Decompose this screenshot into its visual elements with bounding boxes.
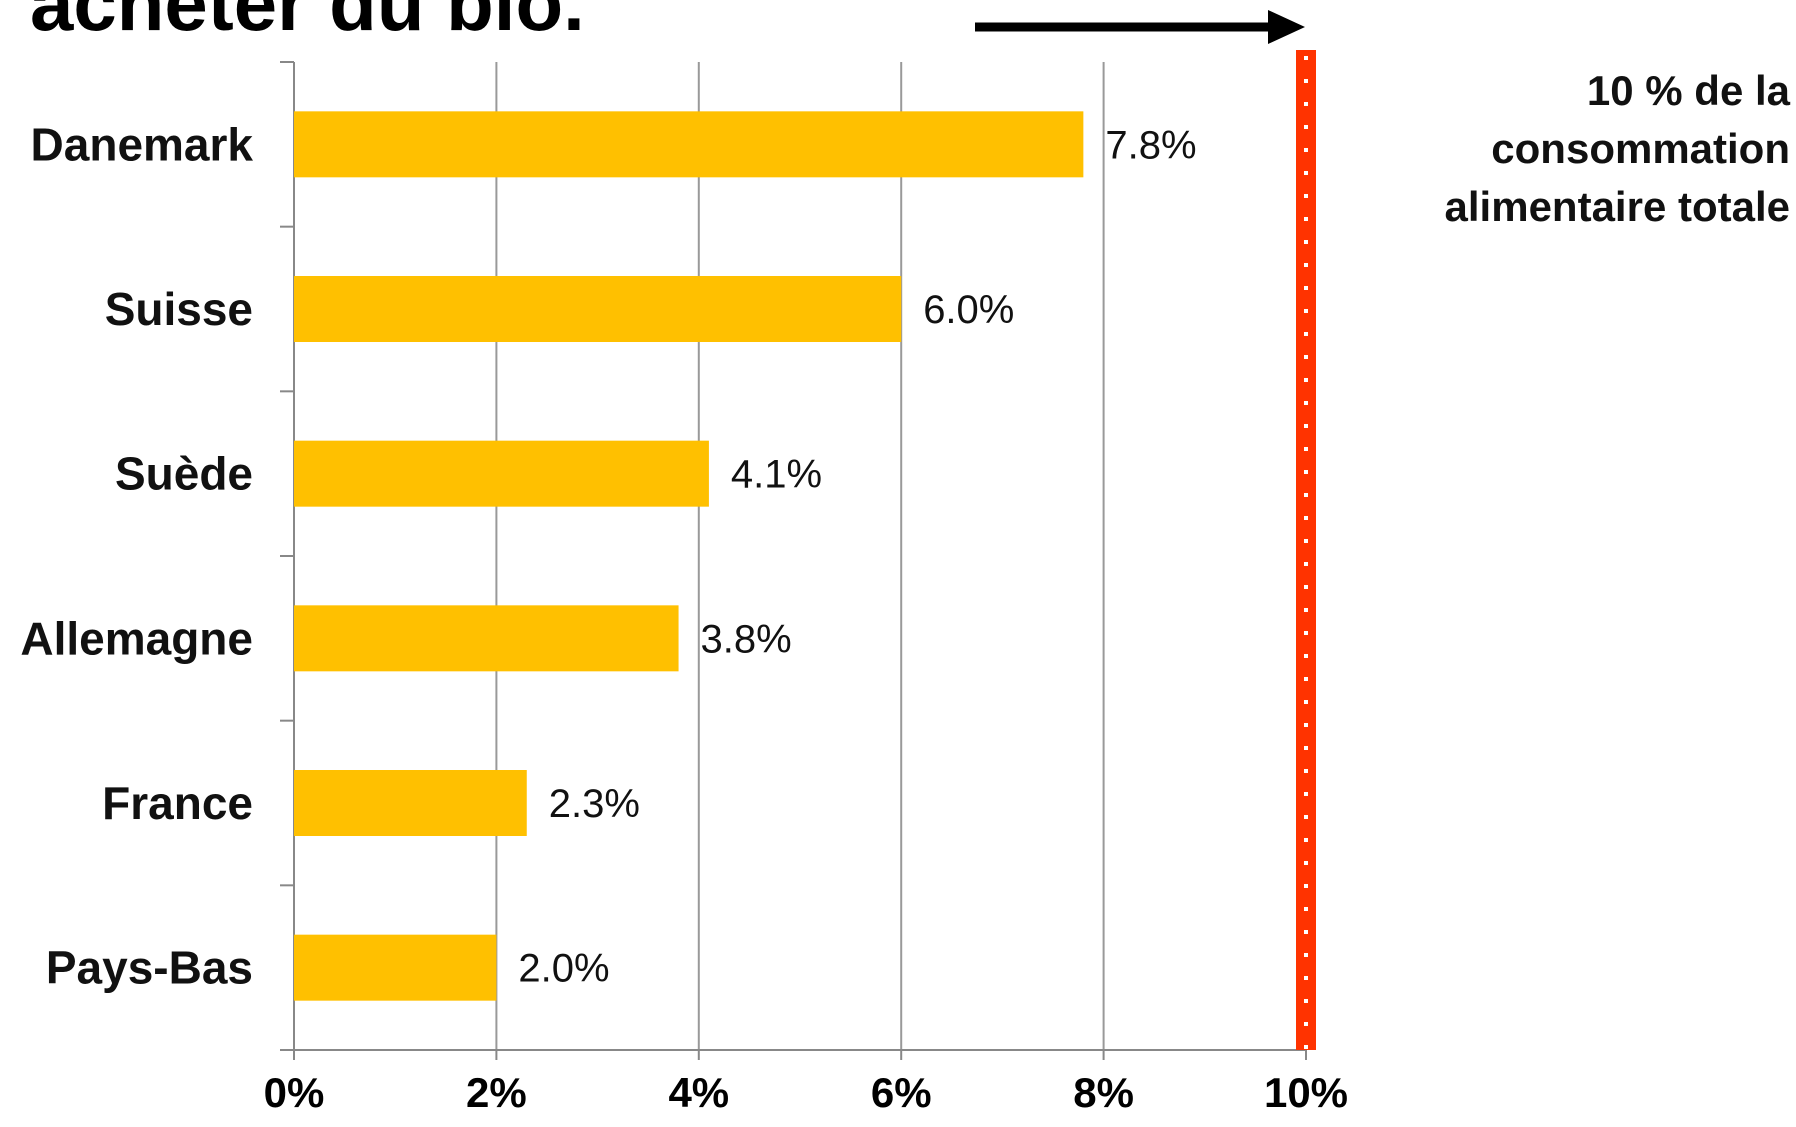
data-label: 7.8% <box>1105 123 1196 167</box>
data-label: 3.8% <box>701 617 792 661</box>
axes <box>280 61 1307 1060</box>
target-annotation: 10 % de la consommation alimentaire tota… <box>1445 67 1791 230</box>
bar <box>294 111 1084 178</box>
target-label-line-2: consommation <box>1491 125 1790 172</box>
x-tick-label: 10% <box>1264 1069 1348 1116</box>
labels: 0% 2% 4% 6% 8% 10% Danemark 7.8% Suisse 6.0% Suède… <box>20 118 1348 1116</box>
category-label: Allemagne <box>20 612 253 664</box>
page-title: acheter du bio. <box>30 0 585 47</box>
target-label-line-3: alimentaire totale <box>1445 183 1790 230</box>
target-line-bar <box>1296 50 1316 1050</box>
data-label: 4.1% <box>731 453 822 497</box>
x-tick-label: 2% <box>466 1069 527 1116</box>
data-label: 2.3% <box>549 782 640 826</box>
category-label: Suède <box>115 448 253 500</box>
category-label: Pays-Bas <box>46 942 253 994</box>
category-label: Danemark <box>31 118 254 170</box>
target-line <box>1296 50 1316 1050</box>
category-label: France <box>102 777 253 829</box>
bar <box>294 605 679 672</box>
bar <box>294 276 902 342</box>
bars <box>294 111 1084 1001</box>
x-tick-label: 0% <box>264 1069 325 1116</box>
data-label: 2.0% <box>518 947 609 991</box>
bar <box>294 770 527 836</box>
bar <box>294 440 709 507</box>
x-tick-label: 8% <box>1073 1069 1134 1116</box>
category-label: Suisse <box>105 283 253 335</box>
target-label-line-1: 10 % de la <box>1587 67 1791 114</box>
arrow-icon <box>975 10 1305 44</box>
data-label: 6.0% <box>923 288 1014 332</box>
bar <box>294 934 497 1001</box>
grid-lines <box>495 62 1307 1050</box>
x-tick-label: 4% <box>668 1069 729 1116</box>
x-tick-label: 6% <box>871 1069 932 1116</box>
